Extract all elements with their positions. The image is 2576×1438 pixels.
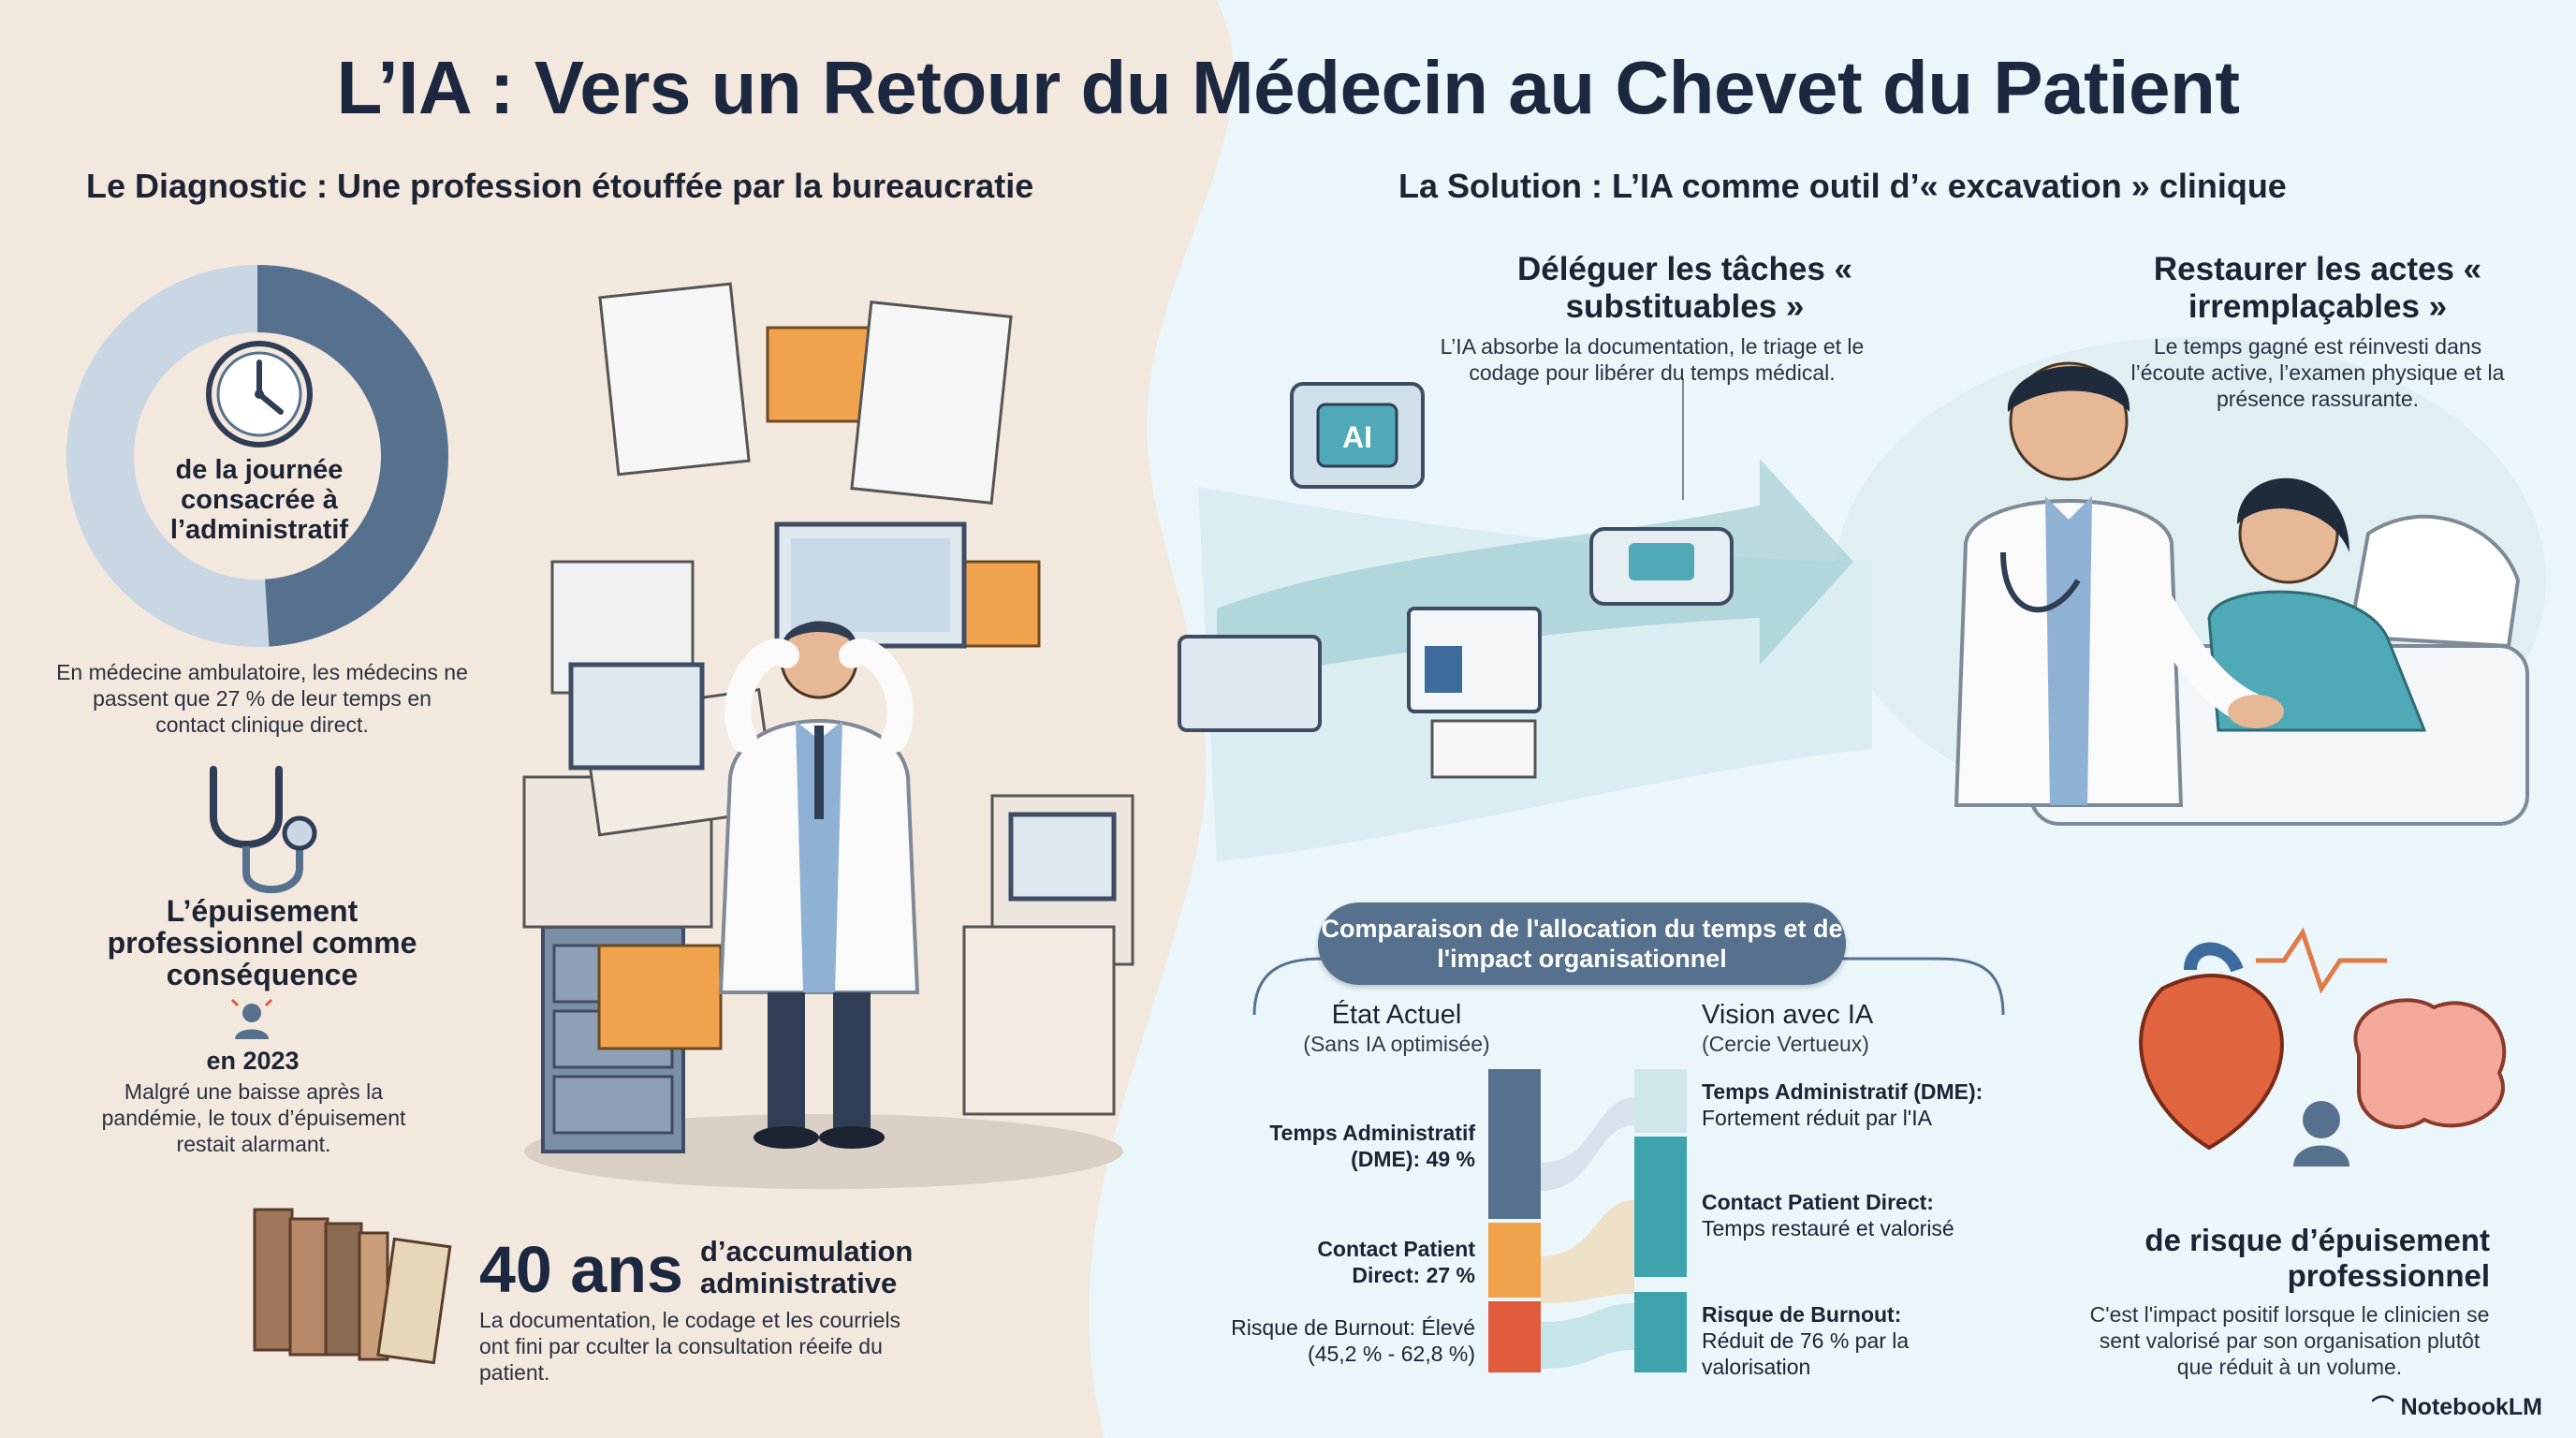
bar-vision-burnout: [1634, 1292, 1687, 1372]
bar-current-contact: [1488, 1223, 1541, 1298]
burnout-heading: L’épuisement professionnel comme conséqu…: [107, 894, 417, 991]
doctor-patient-illustration: [1954, 361, 2529, 826]
current-contact-label: Contact Patient Direct: 27 %: [1317, 1237, 1475, 1287]
vision-contact-desc: Temps restauré et valorisé: [1702, 1216, 1954, 1240]
years-big-number: 40 ans: [479, 1233, 683, 1306]
accumulation-label: d’accumulation administrative: [700, 1235, 914, 1299]
current-state-subtitle: (Sans IA optimisée): [1303, 1032, 1490, 1056]
current-state-title: État Actuel: [1331, 1000, 1462, 1030]
burnout-text: Malgré une baisse après la pandémie, le …: [101, 1079, 406, 1156]
ai-chip-label: AI: [1342, 420, 1372, 454]
current-admin-label: Temps Administratif (DME): 49 %: [1269, 1121, 1475, 1171]
vision-admin-desc: Fortement réduit par l'IA: [1702, 1106, 1932, 1130]
burnout-year: en 2023: [206, 1047, 300, 1075]
books-stack-icon: [253, 1208, 452, 1365]
diagnostic-heading: Le Diagnostic : Une profession étouffée …: [86, 167, 1034, 205]
current-burnout-label: Risque de Burnout: Élevé (45,2 % - 62,8 …: [1231, 1315, 1475, 1366]
risk-text: C'est l'impact positif lorsque le clinic…: [2089, 1302, 2490, 1379]
stethoscope-icon: [210, 766, 317, 894]
vision-burnout-desc: Réduit de 76 % par la valorisation: [1702, 1328, 1910, 1379]
notebook-icon: ⌒: [2371, 1395, 2394, 1420]
restore-heading: Restaurer les actes « irremplaçables »: [2153, 251, 2482, 325]
admin-time-donut: [66, 265, 448, 647]
page-title: L’IA : Vers un Retour du Médecin au Chev…: [336, 46, 2240, 129]
vision-subtitle: (Cercie Vertueux): [1702, 1032, 1869, 1056]
risk-heading: de risque d’épuisement professionnel: [2144, 1223, 2490, 1293]
restore-text: Le temps gagné est réinvesti dans l’écou…: [2130, 334, 2505, 411]
vision-admin-name: Temps Administratif (DME):: [1702, 1079, 1983, 1104]
paperwork-pile-illustration: [522, 282, 1134, 1189]
stressed-person-icon: [230, 998, 273, 1039]
vision-title: Vision avec IA: [1702, 1000, 1874, 1030]
bar-current-burnout: [1488, 1301, 1541, 1372]
accumulation-text: La documentation, le codage et les courr…: [479, 1308, 901, 1385]
bar-current-admin: [1488, 1069, 1541, 1219]
ambulatory-text: En médecine ambulatoire, les médecins ne…: [56, 660, 468, 737]
brand-logo: ⌒ NotebookLM: [2372, 1388, 2542, 1421]
delegate-text: L’IA absorbe la documentation, le triage…: [1440, 334, 1865, 385]
brand-name: NotebookLM: [2400, 1394, 2542, 1420]
allocation-bars: [1488, 1069, 1687, 1372]
heart-brain-illustration: [2139, 927, 2507, 1167]
ai-pipeline-illustration: AI: [1178, 382, 1853, 779]
connector-line: [1682, 378, 1684, 500]
vision-contact-name: Contact Patient Direct:: [1702, 1190, 1934, 1214]
vision-burnout-name: Risque de Burnout:: [1702, 1302, 1902, 1327]
comparison-title-pill: Comparaison de l'allocation du temps et …: [1318, 902, 1846, 985]
donut-label: de la journée consacrée à l’administrati…: [169, 455, 349, 545]
bar-vision-contact: [1634, 1137, 1687, 1277]
delegate-heading: Déléguer les tâches « substituables »: [1517, 251, 1852, 325]
bar-vision-admin: [1634, 1069, 1687, 1133]
solution-heading: La Solution : L’IA comme outil d’« excav…: [1398, 167, 2287, 205]
clock-icon: [206, 341, 313, 448]
